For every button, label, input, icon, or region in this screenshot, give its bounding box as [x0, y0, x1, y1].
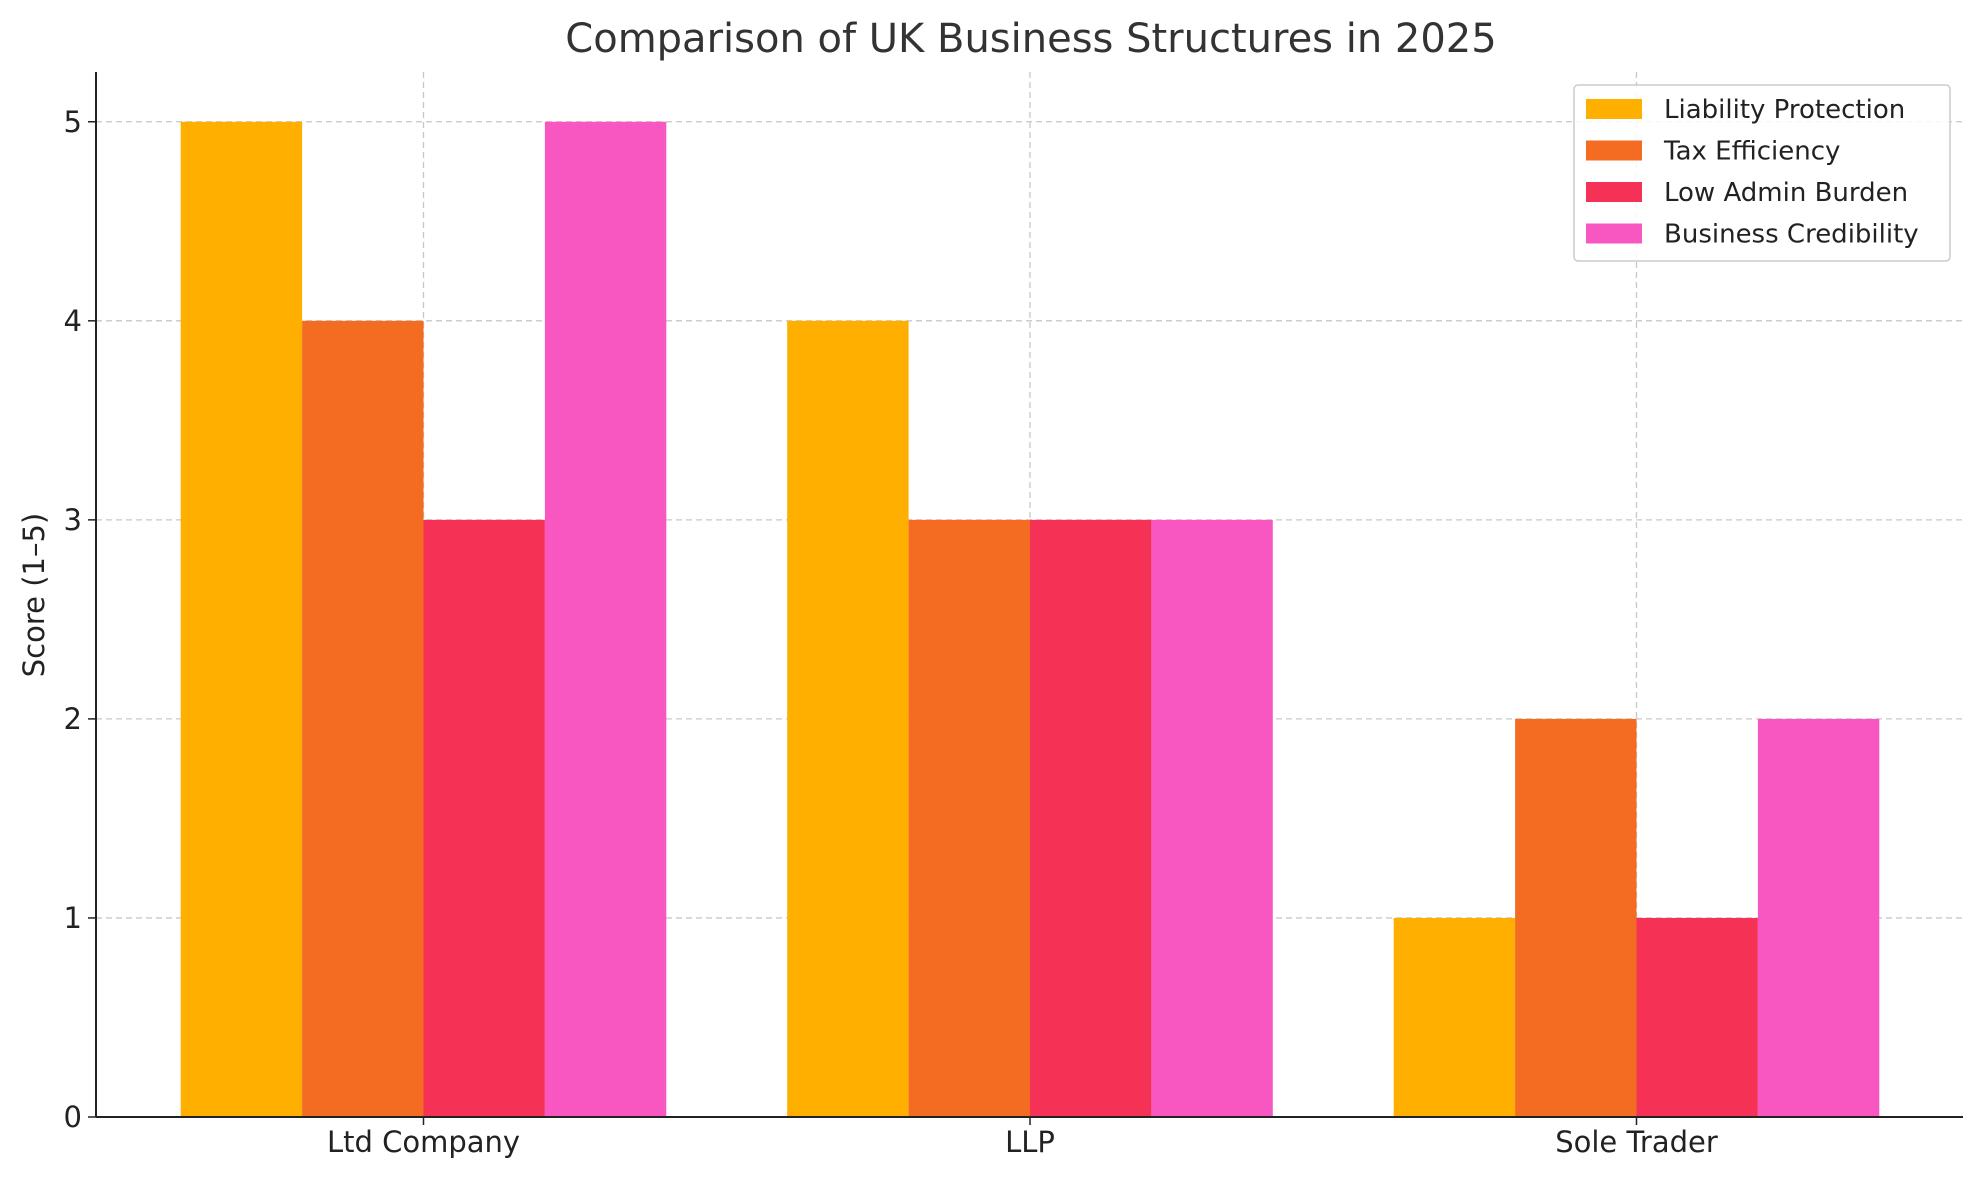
- y-tick-label: 5: [64, 105, 82, 139]
- legend-box: [1573, 84, 1951, 262]
- legend: Liability Protection Tax Efficiency Low Ad…: [1573, 84, 1951, 262]
- x-tick-label: LLP: [1005, 1125, 1055, 1159]
- legend-swatch: [1586, 182, 1642, 202]
- legend-label: Low Admin Burden: [1664, 178, 1908, 208]
- y-tick-label: 0: [64, 1100, 82, 1134]
- bar: Business Credibility — Sole Trader: 2: [1757, 718, 1880, 1117]
- bar: Liability Protection — Sole Trader: 1: [1393, 917, 1516, 1117]
- bars: Liability Protection — Ltd Company: 5Tax…: [180, 121, 1880, 1117]
- legend-label: Liability Protection: [1664, 95, 1905, 125]
- y-tick-label: 2: [64, 702, 82, 736]
- bar: Tax Efficiency — LLP: 3: [908, 519, 1030, 1117]
- bar: Business Credibility — Ltd Company: 5: [544, 121, 667, 1117]
- legend-label: Tax Efficiency: [1663, 137, 1840, 167]
- bar: Business Credibility — LLP: 3: [1151, 519, 1273, 1117]
- bar: Low Admin Burden — Sole Trader: 1: [1636, 917, 1758, 1117]
- chart-title: Comparison of UK Business Structures in …: [565, 16, 1496, 62]
- y-tick-label: 3: [64, 503, 82, 537]
- y-tick-label: 4: [64, 304, 82, 338]
- legend-swatch: [1586, 140, 1642, 161]
- bar: Low Admin Burden — LLP: 3: [1030, 519, 1152, 1117]
- legend-swatch: [1586, 99, 1642, 119]
- bar: Tax Efficiency — Ltd Company: 4: [302, 320, 424, 1117]
- bar: Tax Efficiency — Sole Trader: 2: [1515, 718, 1637, 1117]
- y-tick-label: 1: [64, 901, 82, 935]
- y-axis-label: Score (1–5): [17, 513, 51, 677]
- legend-swatch: [1586, 223, 1642, 244]
- tick-labels: 0 1 2 3 4 5 Ltd Company LLP Sole Trader: [64, 105, 1718, 1159]
- bar: Low Admin Burden — Ltd Company: 3: [423, 519, 545, 1117]
- x-tick-label: Ltd Company: [327, 1125, 520, 1159]
- bar: Liability Protection — Ltd Company: 5: [180, 121, 303, 1117]
- legend-label: Business Credibility: [1664, 220, 1919, 250]
- bar: Liability Protection — LLP: 4: [787, 320, 909, 1117]
- x-tick-label: Sole Trader: [1555, 1125, 1718, 1159]
